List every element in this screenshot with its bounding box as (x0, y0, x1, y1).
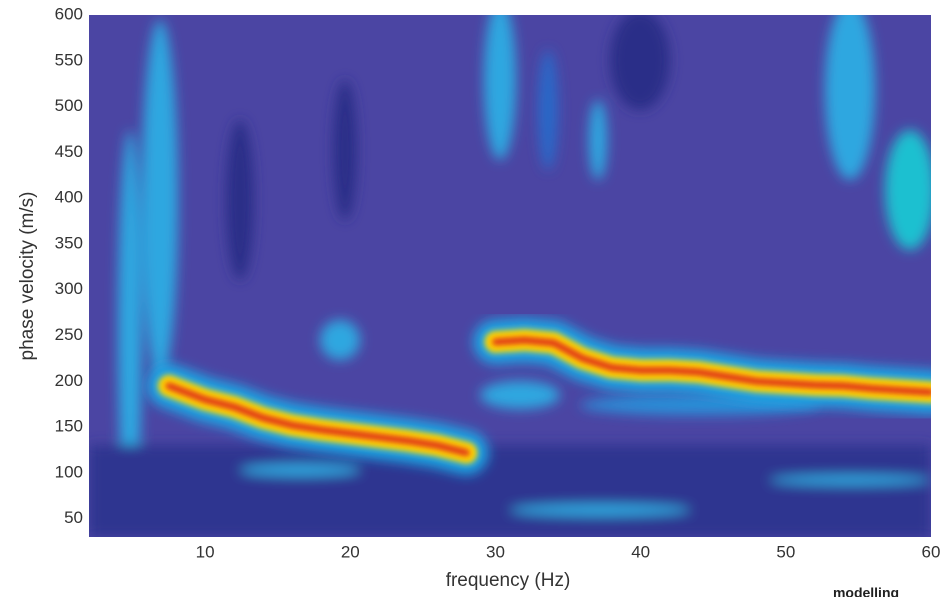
blob (89, 445, 931, 537)
y-tick-label: 550 (55, 50, 83, 69)
watermark: modelling (833, 585, 899, 597)
y-tick-label: 100 (55, 462, 83, 481)
background-texture (89, 15, 931, 537)
x-tick-label: 50 (776, 542, 795, 561)
blob (538, 50, 558, 170)
blob (589, 100, 607, 180)
blob (484, 15, 516, 160)
blob (240, 464, 360, 476)
blob (480, 381, 560, 409)
y-tick-label: 50 (64, 508, 83, 527)
y-tick-label: 600 (55, 4, 83, 23)
x-tick-label: 40 (631, 542, 650, 561)
blob (333, 80, 357, 220)
y-tick-label: 200 (55, 371, 83, 390)
x-tick-label: 20 (341, 542, 360, 561)
ridges (96, 15, 931, 475)
y-tick-label: 300 (55, 279, 83, 298)
x-tick-label: 10 (196, 542, 215, 561)
x-axis-title: frequency (Hz) (446, 570, 571, 591)
blob (510, 504, 690, 516)
y-axis-title: phase velocity (m/s) (17, 192, 38, 361)
ridge-core (165, 382, 470, 457)
ridge-core (491, 336, 931, 396)
blob (226, 120, 254, 280)
blob (610, 15, 670, 110)
blob (770, 475, 930, 485)
blob (885, 130, 931, 250)
blob (825, 15, 875, 180)
y-tick-label: 450 (55, 142, 83, 161)
y-tick-label: 350 (55, 233, 83, 252)
blob (142, 20, 178, 380)
x-tick-label: 30 (486, 542, 505, 561)
y-tick-label: 250 (55, 325, 83, 344)
y-tick-label: 150 (55, 417, 83, 436)
y-tick-label: 400 (55, 188, 83, 207)
x-tick-label: 60 (922, 542, 941, 561)
y-tick-label: 500 (55, 96, 83, 115)
blob (320, 320, 360, 360)
